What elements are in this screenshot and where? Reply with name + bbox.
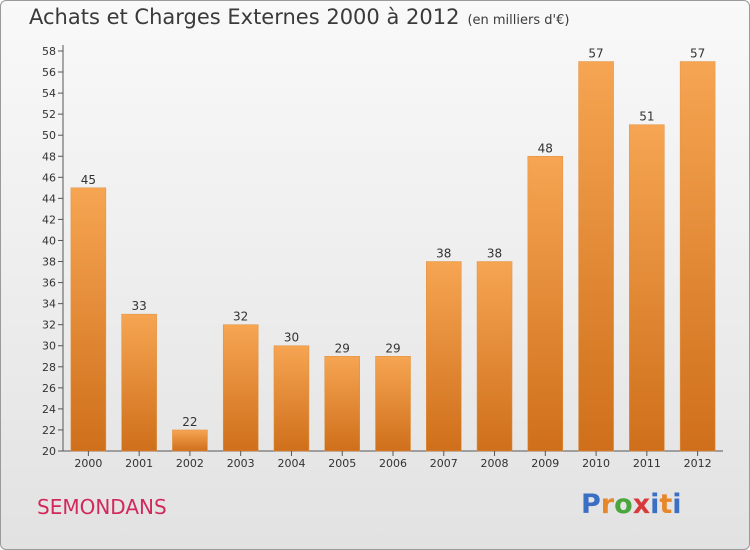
logo-letter: r xyxy=(600,489,615,520)
x-tick-label: 2005 xyxy=(328,457,356,470)
proxiti-logo: Proxiti xyxy=(581,489,682,520)
y-tick-label: 54 xyxy=(42,87,56,100)
chart-title: Achats et Charges Externes 2000 à 2012 (e… xyxy=(29,5,569,29)
x-tick-label: 2007 xyxy=(430,457,458,470)
bar-2005 xyxy=(324,356,360,452)
data-label: 29 xyxy=(335,341,350,355)
bar-2000 xyxy=(70,187,107,452)
x-tick-label: 2012 xyxy=(684,457,712,470)
logo-letter: i xyxy=(650,489,660,520)
x-tick-label: 2009 xyxy=(531,457,559,470)
x-tick-label: 2003 xyxy=(227,457,255,470)
logo-letter: P xyxy=(581,489,601,520)
x-tick-label: 2004 xyxy=(277,457,305,470)
y-tick-label: 38 xyxy=(42,256,56,269)
y-tick-label: 46 xyxy=(42,171,56,184)
logo-letter: x xyxy=(632,489,651,520)
bar-2001 xyxy=(121,313,157,452)
y-tick-label: 50 xyxy=(42,129,56,142)
x-tick-label: 2006 xyxy=(379,457,407,470)
logo-letter: t xyxy=(659,489,673,520)
x-tick-label: 2002 xyxy=(176,457,204,470)
y-tick-label: 58 xyxy=(42,45,56,58)
bar-2012 xyxy=(679,61,716,452)
bar-2008 xyxy=(476,261,513,452)
data-label: 57 xyxy=(690,47,705,61)
y-tick-label: 26 xyxy=(42,382,56,395)
x-tick-label: 2001 xyxy=(125,457,153,470)
y-tick-label: 44 xyxy=(42,192,56,205)
bar-2009 xyxy=(527,156,564,452)
y-tick-label: 40 xyxy=(42,234,56,247)
y-tick-label: 32 xyxy=(42,319,56,332)
data-label: 22 xyxy=(182,415,197,429)
y-tick-label: 34 xyxy=(42,298,56,311)
y-tick-label: 24 xyxy=(42,403,56,416)
data-label: 33 xyxy=(132,299,147,313)
bar-2002 xyxy=(172,429,208,452)
y-tick-label: 28 xyxy=(42,361,56,374)
x-tick-label: 2000 xyxy=(74,457,102,470)
chart-subtitle: (en milliers d'€) xyxy=(467,13,570,28)
bar-2011 xyxy=(629,124,665,452)
data-label: 30 xyxy=(284,331,299,345)
bar-2004 xyxy=(273,345,310,452)
bar-2003 xyxy=(222,324,259,452)
data-label: 38 xyxy=(436,247,451,261)
data-label: 51 xyxy=(639,110,654,124)
bar-2010 xyxy=(578,61,614,452)
data-label: 48 xyxy=(538,141,553,155)
y-tick-label: 42 xyxy=(42,213,56,226)
commune-name: SEMONDANS xyxy=(37,495,167,519)
y-tick-label: 52 xyxy=(42,108,56,121)
data-label: 32 xyxy=(233,310,248,324)
data-label: 38 xyxy=(487,247,502,261)
x-tick-label: 2008 xyxy=(481,457,509,470)
data-label: 57 xyxy=(588,47,603,61)
bar-2007 xyxy=(426,261,462,452)
bar-2006 xyxy=(375,356,411,452)
y-tick-label: 22 xyxy=(42,424,56,437)
data-label: 45 xyxy=(81,173,96,187)
chart-title-text: Achats et Charges Externes 2000 à 2012 xyxy=(29,5,460,29)
y-tick-label: 48 xyxy=(42,150,56,163)
x-tick-label: 2010 xyxy=(582,457,610,470)
logo-letter: o xyxy=(614,489,633,520)
y-tick-label: 36 xyxy=(42,277,56,290)
x-tick-label: 2011 xyxy=(633,457,661,470)
data-label: 29 xyxy=(385,341,400,355)
y-tick-label: 20 xyxy=(42,445,56,458)
logo-letter: i xyxy=(672,489,682,520)
y-tick-label: 30 xyxy=(42,340,56,353)
y-tick-label: 56 xyxy=(42,66,56,79)
